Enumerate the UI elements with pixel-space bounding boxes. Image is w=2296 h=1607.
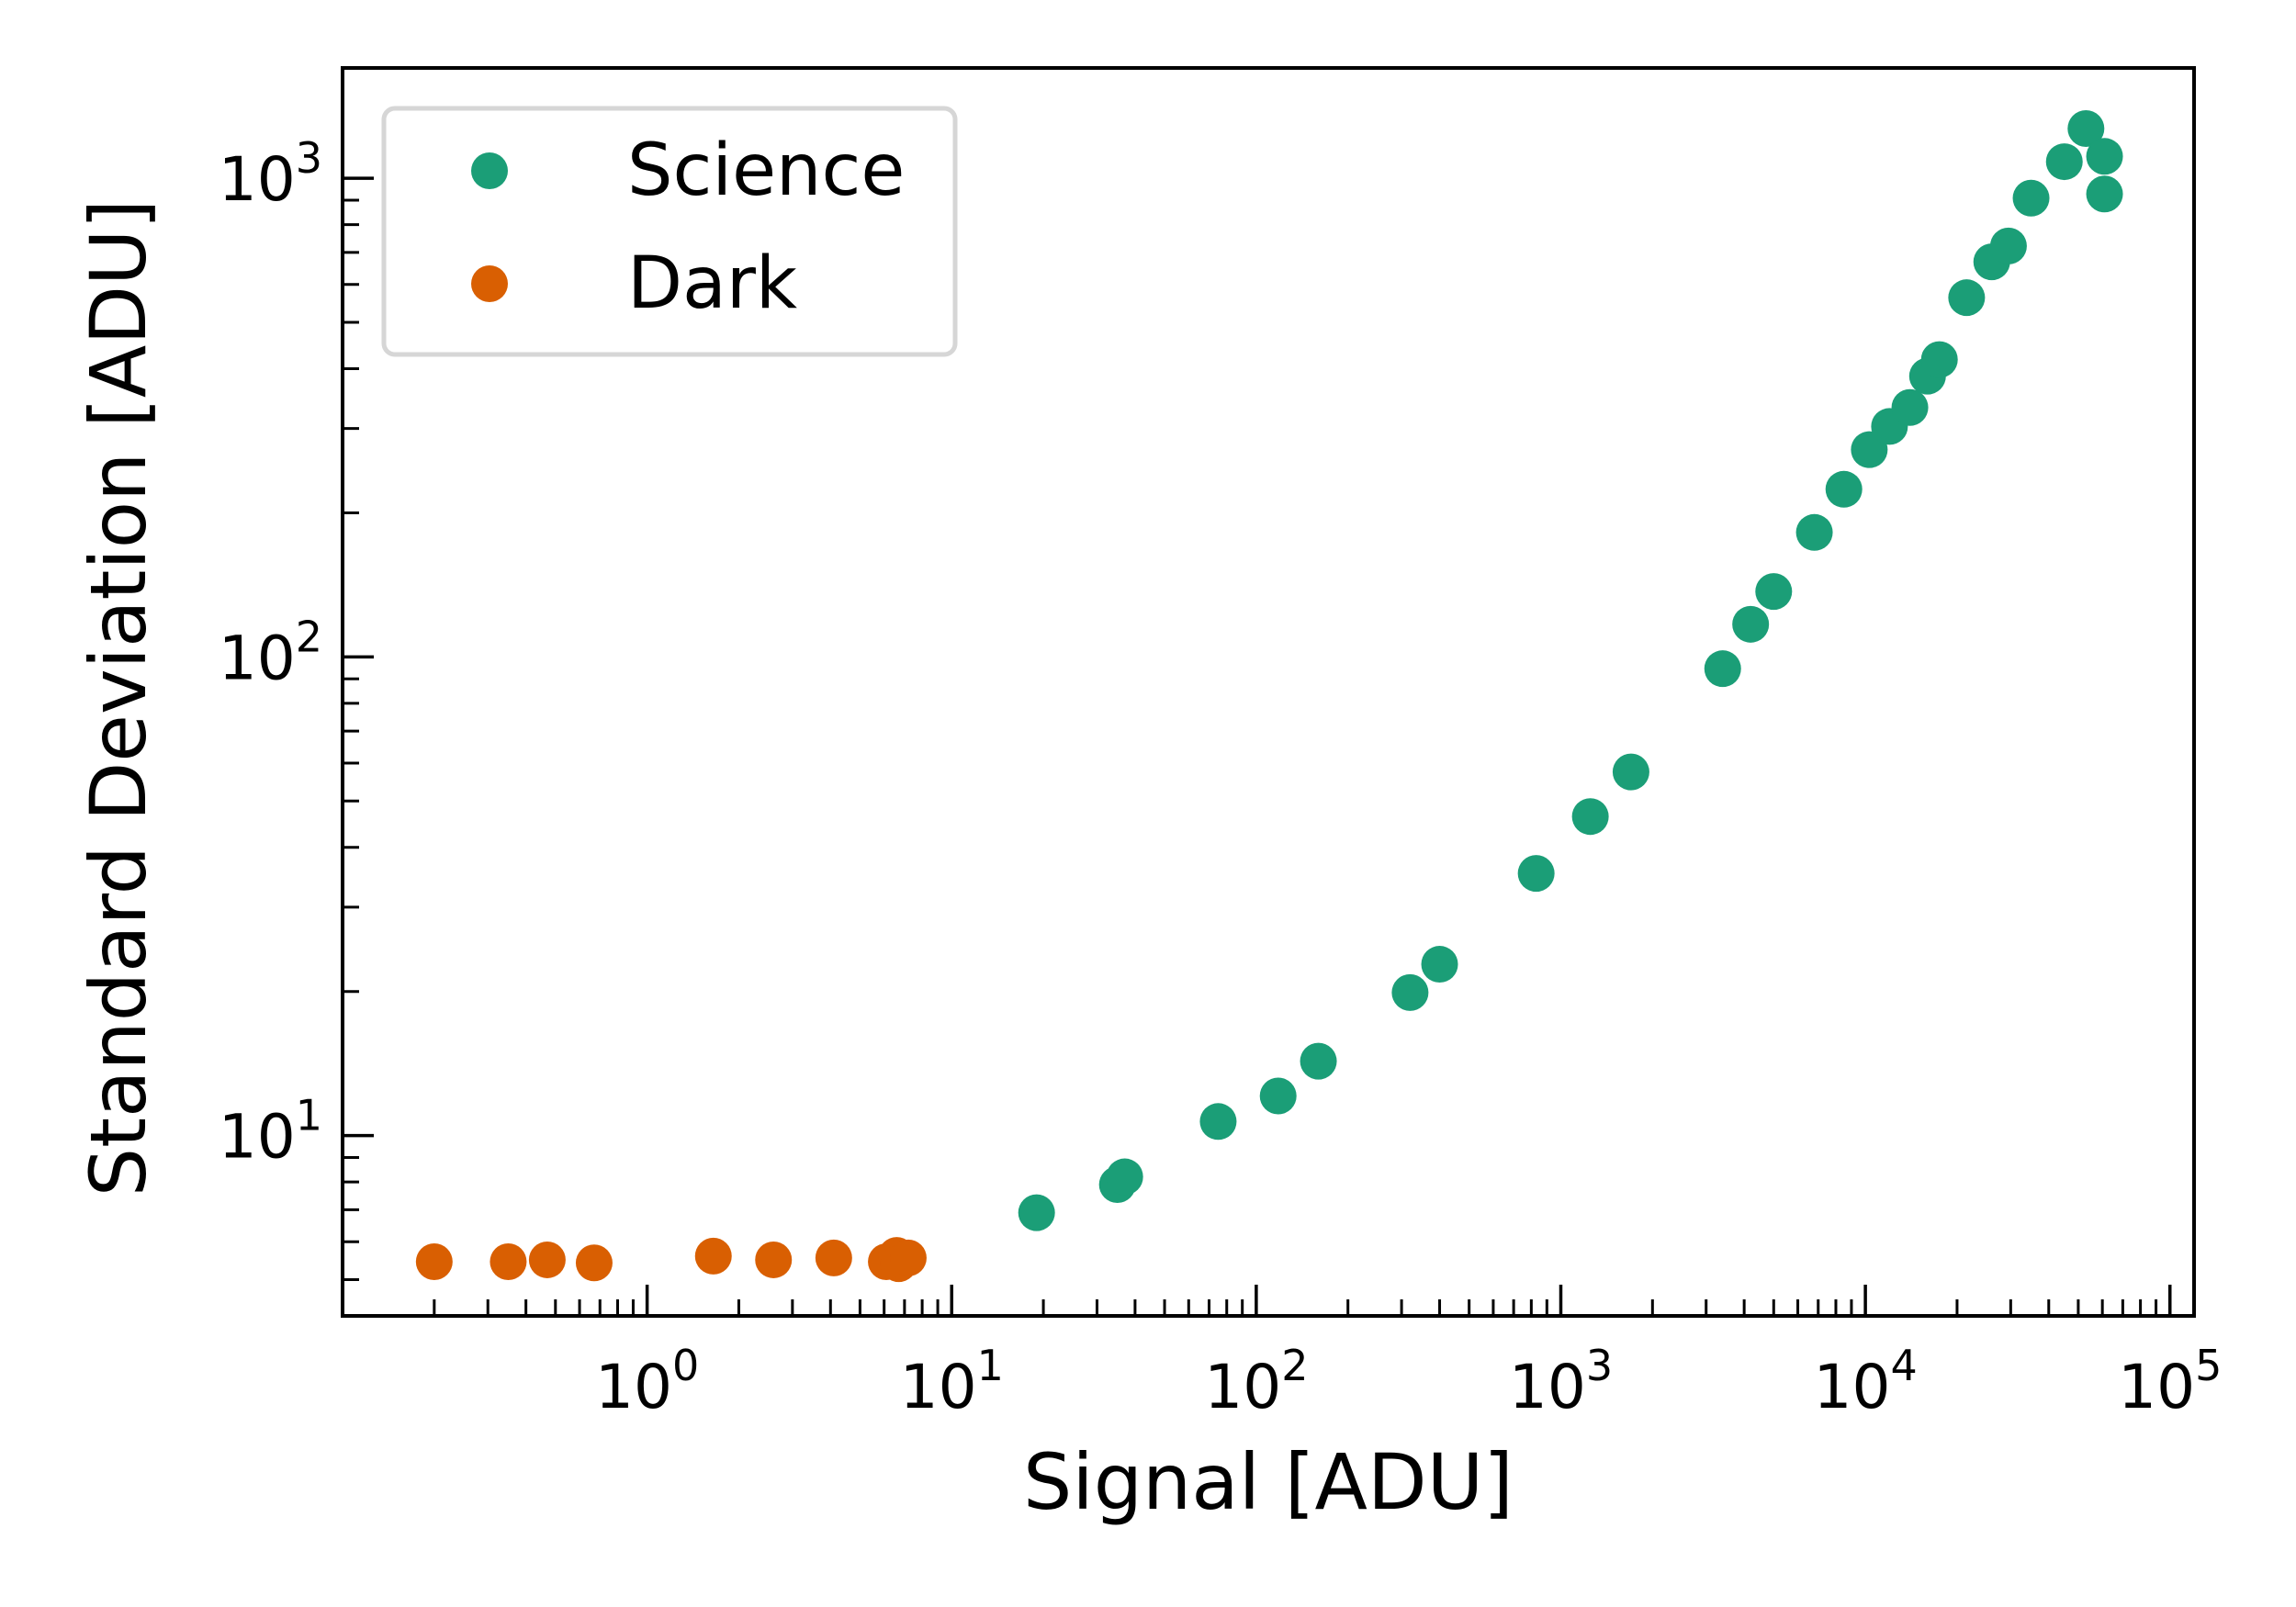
legend-marker-dark — [471, 265, 508, 302]
point-science — [1732, 605, 1770, 643]
point-science — [1199, 1103, 1237, 1141]
point-science — [1259, 1077, 1297, 1115]
point-science — [1300, 1042, 1337, 1080]
point-science — [2045, 143, 2083, 181]
point-science — [1421, 946, 1458, 983]
x-tick-label: 100 — [595, 1341, 699, 1422]
point-science — [1704, 650, 1741, 688]
x-tick-label: 101 — [900, 1341, 1004, 1422]
legend-label-science: Science — [627, 129, 905, 212]
point-science — [1517, 855, 1555, 893]
point-science — [1018, 1194, 1055, 1231]
point-science — [1106, 1158, 1143, 1196]
legend-label-dark: Dark — [627, 242, 797, 325]
point-science — [2086, 175, 2123, 213]
point-science — [1948, 279, 1986, 317]
x-tick-label: 105 — [2118, 1341, 2222, 1422]
point-dark — [490, 1243, 527, 1281]
legend-marker-science — [471, 152, 508, 189]
y-axis-label: Standard Deviation [ADU] — [73, 199, 163, 1197]
point-science — [1571, 798, 1609, 836]
point-science — [2086, 138, 2123, 175]
points-layer — [415, 110, 2123, 1283]
ticks-layer: 100 101 102 103 104 105 101 102 103 — [219, 133, 2223, 1422]
y-tick-label: 101 — [219, 1091, 322, 1173]
point-science — [1612, 753, 1649, 791]
point-science — [1391, 973, 1429, 1011]
y-tick-label: 103 — [219, 133, 322, 215]
x-tick-label: 103 — [1509, 1341, 1613, 1422]
point-dark — [694, 1237, 732, 1275]
point-science — [1891, 388, 1929, 426]
point-science — [1825, 470, 1863, 508]
point-science — [1989, 227, 2027, 264]
point-science — [2012, 179, 2050, 217]
x-tick-label: 102 — [1204, 1341, 1308, 1422]
point-dark — [755, 1241, 793, 1278]
point-science — [2067, 110, 2105, 148]
plot-frame — [341, 66, 2196, 1318]
point-dark — [575, 1244, 613, 1282]
point-dark — [415, 1243, 453, 1281]
legend: Science Dark — [381, 106, 958, 357]
y-tick-label: 102 — [219, 612, 322, 693]
legend-box — [381, 106, 958, 357]
point-dark — [528, 1241, 566, 1278]
point-science — [1795, 513, 1833, 551]
point-science — [1755, 573, 1793, 611]
point-dark — [815, 1239, 852, 1276]
x-tick-label: 104 — [1813, 1341, 1917, 1422]
point-dark — [889, 1239, 927, 1276]
point-science — [1920, 341, 1958, 378]
x-axis-label: Signal [ADU] — [1023, 1437, 1514, 1527]
